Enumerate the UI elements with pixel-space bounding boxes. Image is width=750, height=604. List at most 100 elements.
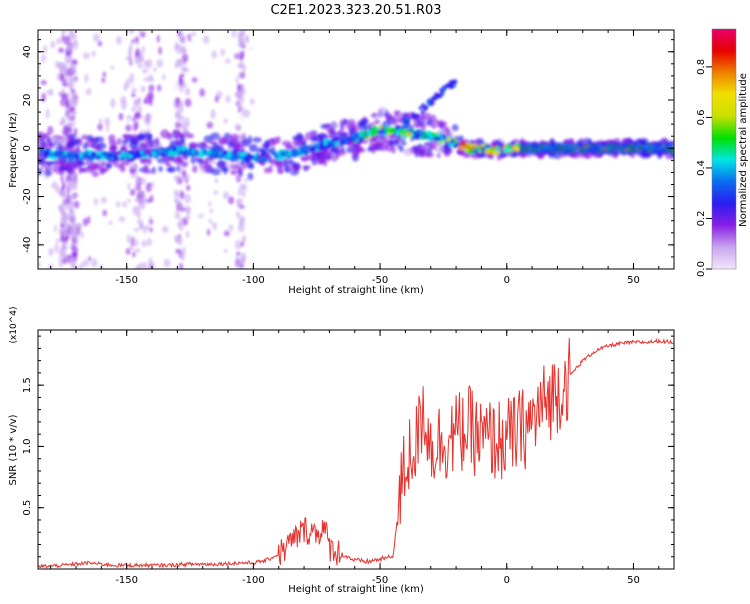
heatmap-speckle [224, 32, 229, 41]
snr-y-scale-label: (x10^4) [9, 306, 19, 343]
heatmap-halo [210, 168, 221, 176]
heatmap-halo [151, 166, 156, 175]
colorbar-frame [711, 28, 737, 270]
heatmap-speckle [100, 196, 107, 204]
heatmap-speckle [224, 58, 231, 64]
heatmap-speckle [91, 50, 96, 57]
heatmap-speckle [185, 230, 190, 238]
heatmap-halo [94, 136, 105, 142]
heatmap-speckle [70, 90, 77, 98]
heatmap-ridge-point [100, 155, 106, 161]
heatmap-speckle [231, 30, 236, 39]
heatmap-streak [420, 110, 425, 115]
heatmap-ridge-point [198, 152, 204, 158]
heatmap-streak [414, 115, 419, 120]
heatmap-speckle [206, 121, 214, 129]
heatmap-ridge-point [120, 156, 125, 160]
heatmap-speckle [234, 91, 242, 98]
heatmap-speckle [54, 243, 59, 253]
heatmap-speckle [179, 78, 183, 85]
heatmap-halo [255, 147, 265, 153]
heatmap-speckle [63, 30, 67, 34]
heatmap-ridge-point [107, 153, 114, 157]
heatmap-ridge-point [457, 142, 461, 146]
heatmap-halo [292, 165, 301, 171]
spectrogram-y-axis: 40 20 0 -20 -40 [22, 39, 674, 270]
heatmap-ridge-point [180, 145, 186, 151]
heatmap-speckle [208, 218, 213, 224]
heatmap-speckle [141, 45, 146, 54]
heatmap-speckle [61, 201, 68, 208]
heatmap-speckle [47, 125, 54, 135]
heatmap-ridge-point [467, 148, 476, 155]
heatmap-speckle [71, 97, 79, 107]
heatmap-speckle [45, 89, 52, 95]
heatmap-halo [99, 168, 108, 174]
heatmap-ridge-point [63, 151, 68, 156]
heatmap-ridge-point [207, 153, 214, 159]
heatmap-streak [424, 105, 429, 110]
heatmap-speckle [55, 238, 60, 244]
heatmap-speckle [163, 258, 171, 268]
heatmap-speckle [145, 182, 152, 193]
heatmap-speckle [60, 116, 66, 125]
heatmap-speckle [126, 114, 132, 121]
heatmap-halo [129, 140, 139, 150]
heatmap-speckle [85, 88, 92, 96]
heatmap-ridge-point [222, 150, 229, 156]
heatmap-halo [237, 167, 243, 175]
spectrogram-x-label: Height of straight line (km) [288, 285, 424, 296]
heatmap-speckle [64, 237, 68, 242]
heatmap-speckle [242, 234, 247, 243]
heatmap-halo [143, 163, 149, 171]
heatmap-speckle [223, 230, 231, 237]
heatmap-speckle [146, 113, 153, 120]
heatmap-ridge-point [179, 150, 184, 156]
heatmap-speckle [173, 174, 181, 181]
heatmap-halo [331, 147, 340, 155]
heatmap-halo [231, 140, 240, 150]
heatmap-ridge-point [279, 155, 286, 159]
heatmap-speckle [206, 228, 211, 237]
heatmap-halo [292, 138, 302, 147]
heatmap-speckle [140, 194, 147, 205]
heatmap-ridge-point [95, 151, 103, 157]
heatmap-halo [200, 141, 207, 147]
heatmap-ridge-point [444, 141, 452, 145]
heatmap-speckle [129, 188, 136, 196]
heatmap-ridge-point [135, 149, 140, 156]
heatmap-halo [396, 144, 402, 149]
heatmap-ridge-point [218, 155, 223, 160]
heatmap-speckle [185, 214, 191, 220]
heatmap-ridge-point [161, 152, 166, 157]
heatmap-speckle [104, 117, 111, 126]
x-tick-label: -100 [242, 575, 265, 586]
heatmap-ridge-point [413, 131, 417, 137]
heatmap-halo [374, 139, 385, 148]
heatmap-speckle [141, 68, 149, 74]
heatmap-ridge-point [395, 130, 401, 136]
heatmap-speckle [73, 78, 77, 85]
x-tick-label: 50 [627, 275, 640, 286]
heatmap-speckle [180, 34, 187, 45]
heatmap-speckle [241, 71, 246, 76]
heatmap-ridge-point [457, 145, 465, 150]
heatmap-speckle [125, 124, 132, 132]
heatmap-halo [443, 148, 451, 157]
heatmap-speckle [56, 37, 62, 45]
heatmap-speckle [173, 234, 180, 240]
heatmap-ridge-point [151, 151, 157, 156]
heatmap-speckle [72, 41, 79, 50]
snr-y-label: SNR (10 * v/v) [8, 414, 19, 485]
heatmap-speckle [57, 62, 65, 71]
heatmap-speckle [138, 30, 142, 33]
heatmap-speckle [84, 73, 89, 83]
heatmap-speckle [238, 42, 243, 49]
heatmap-speckle [132, 205, 138, 216]
heatmap-speckle [184, 87, 191, 96]
heatmap-speckle [176, 58, 184, 63]
heatmap-speckle [156, 84, 162, 92]
heatmap-ridge-point [245, 157, 251, 163]
heatmap-speckle [239, 257, 245, 263]
heatmap-speckle [139, 31, 146, 38]
